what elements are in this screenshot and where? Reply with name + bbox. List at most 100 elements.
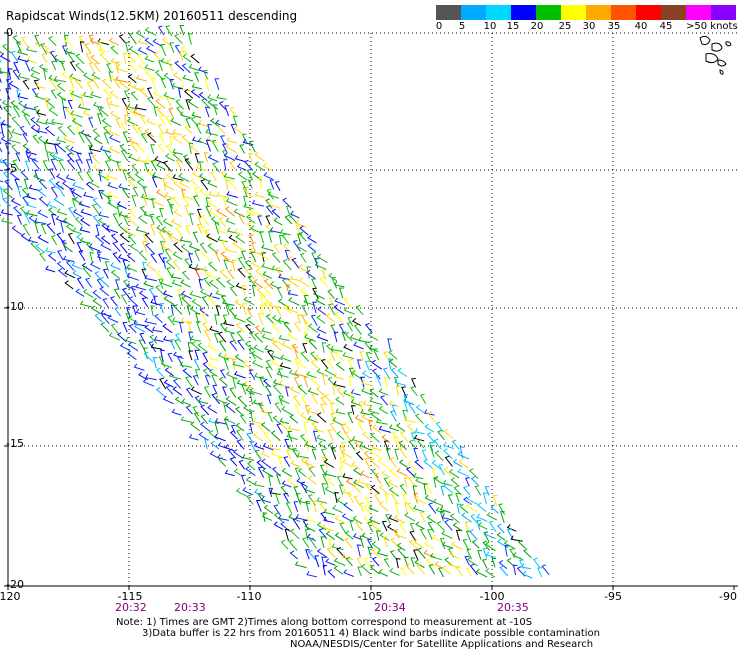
wind-barb <box>0 132 2 144</box>
wind-barb <box>2 197 11 207</box>
wind-barb <box>0 99 3 111</box>
wind-barb <box>158 355 166 368</box>
wind-barb <box>234 228 244 236</box>
wind-barb <box>223 418 230 431</box>
wind-barb <box>88 145 93 155</box>
wind-barb <box>179 236 192 243</box>
wind-barb <box>97 253 109 261</box>
wind-barb <box>150 144 155 154</box>
wind-barb <box>44 126 55 137</box>
wind-barb <box>321 523 334 532</box>
wind-barb <box>61 98 66 109</box>
wind-barb <box>230 424 236 435</box>
wind-barb <box>414 559 425 569</box>
wind-barb <box>492 495 498 506</box>
wind-barb <box>223 358 229 370</box>
wind-barb <box>320 358 328 369</box>
wind-barb <box>281 480 292 488</box>
wind-barb <box>324 394 334 405</box>
wind-barb <box>62 180 73 191</box>
wind-barb <box>207 199 218 209</box>
wind-barb <box>175 99 185 110</box>
wind-barb <box>362 431 371 441</box>
wind-barb <box>284 214 293 225</box>
wind-barb <box>179 51 184 62</box>
wind-barb <box>134 323 146 333</box>
wind-barb <box>517 539 526 549</box>
wind-barb <box>110 269 121 280</box>
wind-barb <box>199 307 209 317</box>
wind-barb <box>262 442 274 451</box>
wind-barb <box>75 53 85 65</box>
wind-barb <box>78 250 86 262</box>
wind-barb <box>214 222 220 235</box>
wind-barb <box>298 231 307 242</box>
wind-barb <box>261 513 273 521</box>
wind-barb <box>127 341 139 352</box>
wind-barb <box>441 513 454 521</box>
wind-barb <box>74 216 83 226</box>
wind-barb <box>391 431 400 442</box>
wind-barb <box>325 530 336 541</box>
wind-barb <box>310 314 318 326</box>
wind-barb <box>328 303 336 316</box>
wind-barb <box>188 242 201 251</box>
wind-barb <box>37 209 49 219</box>
wind-barb <box>263 286 272 296</box>
wind-barb <box>34 169 39 181</box>
wind-barb <box>201 312 208 323</box>
wind-barb <box>371 444 382 451</box>
wind-barb <box>221 171 228 183</box>
wind-barb <box>363 504 371 514</box>
wind-barb <box>52 152 64 161</box>
wind-barb <box>198 173 211 183</box>
wind-barb <box>163 181 175 191</box>
wind-barb <box>421 449 427 460</box>
wind-barb <box>253 279 263 289</box>
wind-barb <box>438 567 444 578</box>
wind-barb <box>320 448 327 460</box>
wind-barb <box>193 358 201 371</box>
wind-barb <box>364 496 371 507</box>
wind-barb <box>108 71 114 82</box>
wind-barb <box>269 281 280 290</box>
wind-barb <box>214 422 220 434</box>
wind-barb <box>157 143 165 153</box>
lat-label-0: 0 <box>6 26 13 39</box>
wind-barb <box>284 528 290 541</box>
wind-barb <box>360 409 371 416</box>
wind-barb <box>63 34 69 46</box>
wind-barb <box>288 369 300 377</box>
wind-barb <box>79 300 93 308</box>
wind-barb <box>328 539 334 551</box>
wind-barb <box>41 53 48 63</box>
wind-barb <box>308 338 318 350</box>
wind-barb <box>368 419 374 431</box>
wind-barb <box>304 523 316 532</box>
wind-barb <box>249 387 263 396</box>
wind-barb <box>105 97 111 109</box>
wind-barb <box>339 456 345 468</box>
wind-barb <box>178 294 184 307</box>
scale-swatch-8 <box>636 5 661 20</box>
wind-barb <box>50 186 58 198</box>
wind-barb <box>67 99 73 110</box>
wind-barb <box>307 243 317 253</box>
wind-barb <box>226 279 235 288</box>
wind-barb <box>403 394 409 404</box>
wind-barb <box>297 314 302 324</box>
wind-barb <box>163 92 175 100</box>
wind-barb <box>268 444 281 451</box>
wind-barb <box>12 105 21 118</box>
wind-barb <box>259 251 271 261</box>
wind-barb <box>399 483 407 494</box>
wind-barb <box>272 415 281 425</box>
wind-barb <box>163 295 175 306</box>
wind-barb <box>361 387 373 396</box>
wind-barb <box>139 205 148 216</box>
wind-barb <box>199 188 209 197</box>
wind-barb <box>10 50 19 63</box>
wind-barb <box>347 358 355 371</box>
wind-barb <box>283 243 291 253</box>
wind-barb <box>188 350 193 361</box>
